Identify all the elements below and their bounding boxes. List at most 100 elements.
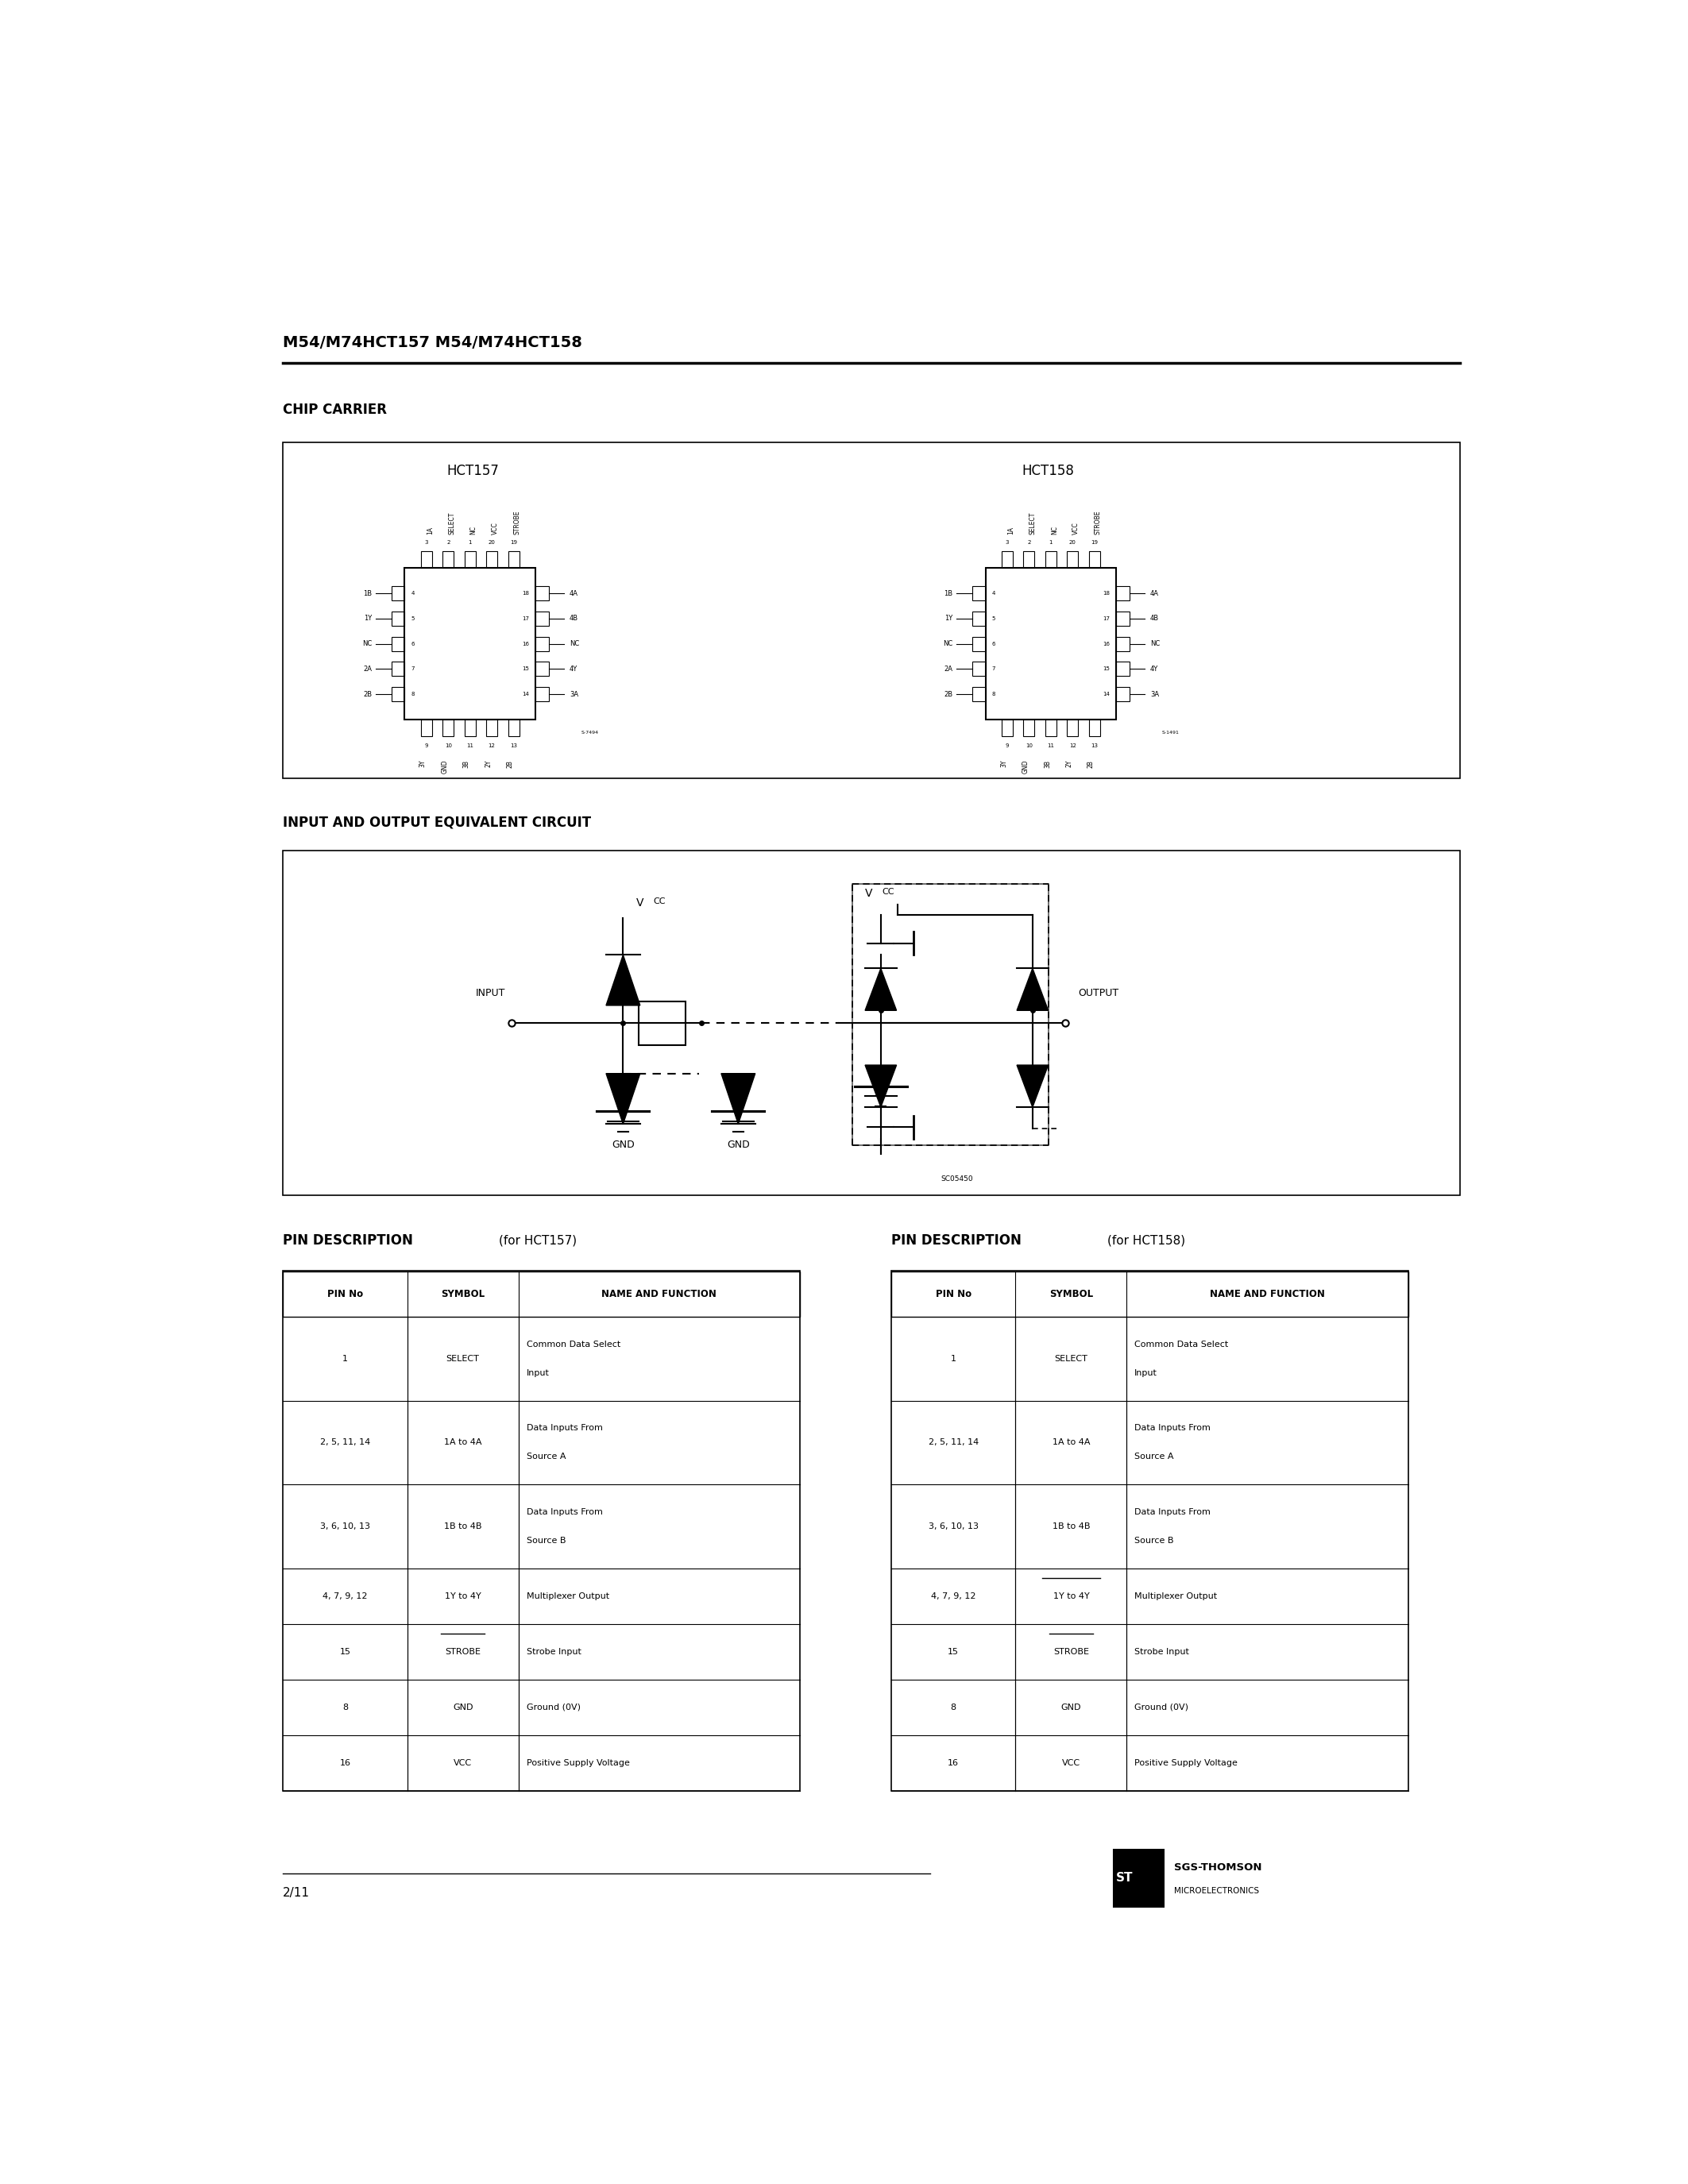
Text: NC: NC bbox=[363, 640, 371, 646]
Text: NAME AND FUNCTION: NAME AND FUNCTION bbox=[1210, 1289, 1325, 1299]
Bar bbox=[891, 1271, 1408, 1791]
Bar bbox=[535, 662, 549, 677]
Bar bbox=[638, 1000, 685, 1044]
Text: 15: 15 bbox=[1102, 666, 1109, 670]
Text: 12: 12 bbox=[1069, 743, 1077, 747]
Text: 2/11: 2/11 bbox=[284, 1887, 311, 1900]
Text: INPUT AND OUTPUT EQUIVALENT CIRCUIT: INPUT AND OUTPUT EQUIVALENT CIRCUIT bbox=[284, 815, 591, 830]
Text: 8: 8 bbox=[412, 692, 415, 697]
Text: STROBE: STROBE bbox=[1094, 511, 1102, 535]
Text: 3: 3 bbox=[1006, 539, 1009, 544]
Text: Positive Supply Voltage: Positive Supply Voltage bbox=[527, 1758, 630, 1767]
Text: 16: 16 bbox=[1102, 642, 1109, 646]
Text: 8: 8 bbox=[950, 1704, 955, 1712]
Text: 4, 7, 9, 12: 4, 7, 9, 12 bbox=[932, 1592, 976, 1601]
Text: 4Y: 4Y bbox=[569, 666, 577, 673]
Text: 1A: 1A bbox=[1008, 526, 1014, 535]
Text: 1A to 4A: 1A to 4A bbox=[1052, 1439, 1090, 1446]
Text: 1Y: 1Y bbox=[365, 616, 371, 622]
Text: S-1491: S-1491 bbox=[1161, 732, 1180, 736]
Bar bbox=[972, 662, 986, 677]
Text: 3A: 3A bbox=[1150, 690, 1160, 699]
Text: 7: 7 bbox=[412, 666, 415, 670]
Text: CC: CC bbox=[653, 898, 665, 906]
Text: 3A: 3A bbox=[569, 690, 579, 699]
Text: 17: 17 bbox=[1102, 616, 1109, 620]
Bar bbox=[1116, 585, 1129, 601]
Text: 4A: 4A bbox=[569, 590, 579, 596]
Text: 2Y: 2Y bbox=[1065, 760, 1072, 767]
Polygon shape bbox=[1016, 1066, 1048, 1107]
Text: 2, 5, 11, 14: 2, 5, 11, 14 bbox=[928, 1439, 979, 1446]
Text: 1: 1 bbox=[343, 1354, 348, 1363]
Text: 3Y: 3Y bbox=[999, 760, 1008, 767]
Text: 2B: 2B bbox=[944, 690, 952, 699]
Text: Source B: Source B bbox=[1134, 1538, 1173, 1544]
Text: MICROELECTRONICS: MICROELECTRONICS bbox=[1173, 1887, 1259, 1896]
Bar bbox=[284, 1271, 800, 1791]
Text: 19: 19 bbox=[1090, 539, 1099, 544]
Text: OUTPUT: OUTPUT bbox=[1079, 987, 1119, 998]
Text: 1B: 1B bbox=[944, 590, 952, 596]
Text: 5: 5 bbox=[412, 616, 415, 620]
Bar bbox=[392, 662, 405, 677]
Text: 16: 16 bbox=[522, 642, 528, 646]
Text: SELECT: SELECT bbox=[1055, 1354, 1087, 1363]
Text: CHIP CARRIER: CHIP CARRIER bbox=[284, 402, 387, 417]
Bar bbox=[1023, 719, 1035, 736]
Bar bbox=[986, 568, 1116, 719]
Text: Multiplexer Output: Multiplexer Output bbox=[527, 1592, 609, 1601]
Text: 2, 5, 11, 14: 2, 5, 11, 14 bbox=[321, 1439, 370, 1446]
Text: 20: 20 bbox=[1069, 539, 1077, 544]
Bar bbox=[508, 719, 520, 736]
Bar bbox=[535, 612, 549, 627]
Bar bbox=[1116, 612, 1129, 627]
Bar bbox=[1089, 550, 1101, 568]
Text: SELECT: SELECT bbox=[449, 511, 456, 535]
Text: Data Inputs From: Data Inputs From bbox=[1134, 1509, 1210, 1516]
Text: 1: 1 bbox=[1048, 539, 1053, 544]
Text: Ground (0V): Ground (0V) bbox=[527, 1704, 581, 1712]
Text: Common Data Select: Common Data Select bbox=[1134, 1341, 1229, 1348]
Text: Source A: Source A bbox=[527, 1452, 565, 1461]
Bar bbox=[1045, 719, 1057, 736]
Text: 2Y: 2Y bbox=[484, 760, 491, 767]
Text: 1A: 1A bbox=[427, 526, 434, 535]
Text: NC: NC bbox=[944, 640, 952, 646]
Text: 10: 10 bbox=[1026, 743, 1033, 747]
Text: VCC: VCC bbox=[1072, 522, 1080, 535]
Text: Data Inputs From: Data Inputs From bbox=[527, 1424, 603, 1433]
Text: 6: 6 bbox=[993, 642, 996, 646]
Bar bbox=[1067, 550, 1079, 568]
Text: 18: 18 bbox=[522, 592, 528, 596]
Text: GND: GND bbox=[1062, 1704, 1082, 1712]
Text: GND: GND bbox=[728, 1140, 749, 1151]
Text: 15: 15 bbox=[949, 1649, 959, 1655]
Text: 1Y to 4Y: 1Y to 4Y bbox=[444, 1592, 481, 1601]
Bar bbox=[442, 550, 454, 568]
Text: STROBE: STROBE bbox=[513, 511, 522, 535]
Bar bbox=[1001, 719, 1013, 736]
Text: (for HCT157): (for HCT157) bbox=[500, 1234, 577, 1247]
Polygon shape bbox=[606, 1075, 640, 1125]
Text: 3Y: 3Y bbox=[419, 760, 427, 767]
Text: Input: Input bbox=[527, 1369, 549, 1376]
Polygon shape bbox=[866, 968, 896, 1011]
Text: 9: 9 bbox=[1006, 743, 1009, 747]
Text: 2A: 2A bbox=[363, 666, 371, 673]
Text: V: V bbox=[866, 887, 873, 900]
Text: 8: 8 bbox=[993, 692, 996, 697]
Text: 3B: 3B bbox=[1043, 760, 1052, 769]
Bar bbox=[405, 568, 535, 719]
Text: 12: 12 bbox=[488, 743, 495, 747]
Text: VCC: VCC bbox=[491, 522, 500, 535]
Text: (for HCT158): (for HCT158) bbox=[1107, 1234, 1185, 1247]
Text: 3, 6, 10, 13: 3, 6, 10, 13 bbox=[321, 1522, 370, 1531]
Bar bbox=[891, 1271, 1408, 1317]
Text: 10: 10 bbox=[444, 743, 452, 747]
Text: Common Data Select: Common Data Select bbox=[527, 1341, 619, 1348]
Text: Data Inputs From: Data Inputs From bbox=[527, 1509, 603, 1516]
Bar bbox=[392, 638, 405, 651]
Text: NC: NC bbox=[1052, 526, 1058, 535]
Text: Positive Supply Voltage: Positive Supply Voltage bbox=[1134, 1758, 1237, 1767]
